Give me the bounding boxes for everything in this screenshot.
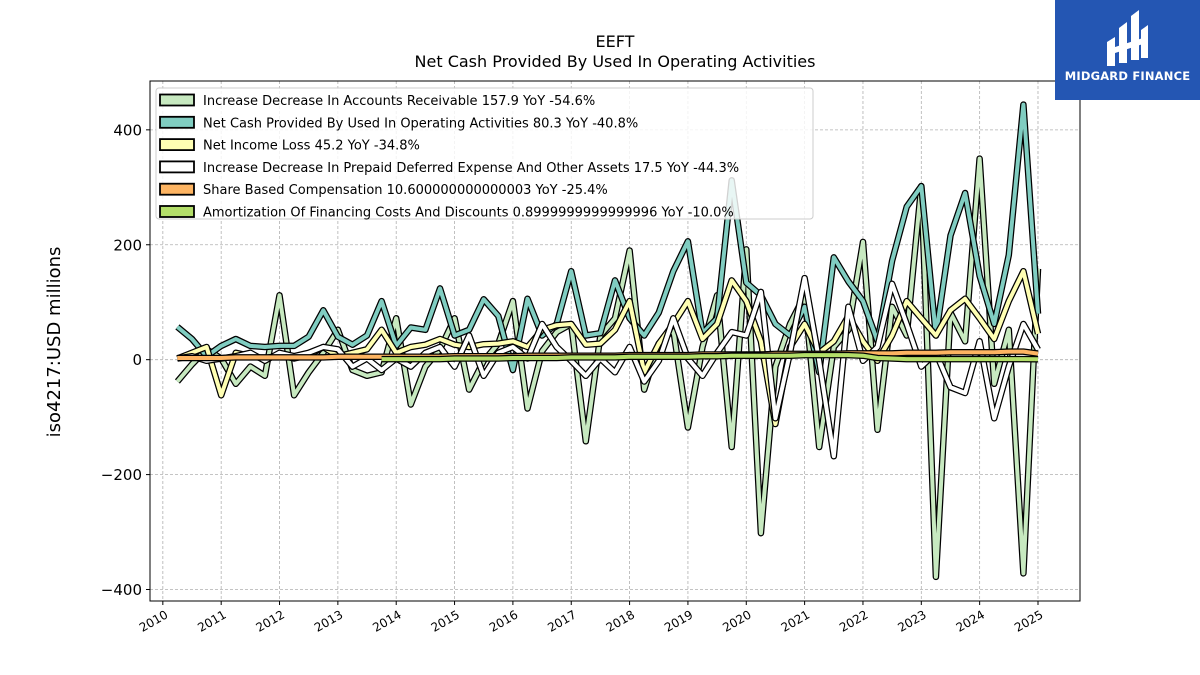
- legend-entry: Net Cash Provided By Used In Operating A…: [203, 116, 638, 131]
- legend-entry: Increase Decrease In Accounts Receivable…: [203, 94, 595, 109]
- plot-frame: [149, 80, 1081, 602]
- y-axis-ticks: −400 −200 0 200 400: [101, 121, 150, 599]
- legend-swatch: [159, 182, 195, 196]
- y-tick-label: 200: [113, 236, 142, 254]
- legend-entry: Net Income Loss 45.2 YoY -34.8%: [203, 139, 420, 154]
- x-tick-label: 2019: [662, 607, 695, 634]
- x-tick-label: 2014: [370, 607, 403, 634]
- x-tick-label: 2013: [312, 607, 345, 634]
- x-tick-label: 2016: [487, 607, 520, 634]
- x-tick-label: 2010: [137, 607, 170, 634]
- x-tick-label: 2021: [779, 607, 812, 634]
- legend-swatch: [159, 138, 195, 152]
- y-tick-label: 0: [132, 351, 142, 369]
- legend-swatch: [159, 115, 195, 129]
- x-tick-label: 2012: [254, 607, 287, 634]
- midgard-logo-icon: [1107, 10, 1148, 66]
- series-layer: [174, 101, 1042, 581]
- x-tick-label: 2018: [604, 607, 637, 634]
- x-tick-label: 2025: [1012, 607, 1045, 634]
- x-tick-label: 2017: [545, 607, 578, 634]
- brand-logo: MIDGARD FINANCE: [1055, 0, 1200, 100]
- y-tick-label: −400: [101, 581, 142, 599]
- legend-entry: Increase Decrease In Prepaid Deferred Ex…: [203, 161, 739, 176]
- legend-entry: Amortization Of Financing Costs And Disc…: [203, 206, 734, 221]
- legend-swatch: [159, 160, 195, 174]
- series-line-3: [177, 276, 1040, 459]
- x-axis-ticks: 2010 2011 2012 2013 2014 2015 2016 2017 2018 2019…: [137, 601, 1045, 635]
- y-axis-label: iso4217:USD millions: [44, 247, 65, 438]
- legend-swatch: [159, 93, 195, 107]
- x-tick-label: 2011: [195, 607, 228, 634]
- y-tick-label: 400: [113, 121, 142, 139]
- legend: Increase Decrease In Accounts Receivable…: [155, 87, 814, 221]
- brand-name: MIDGARD FINANCE: [1064, 69, 1191, 83]
- series-line-1: [176, 102, 1040, 375]
- x-tick-label: 2024: [954, 607, 987, 634]
- x-tick-label: 2020: [720, 607, 753, 634]
- chart-subtitle: Net Cash Provided By Used In Operating A…: [415, 52, 816, 71]
- legend-swatch: [159, 205, 195, 218]
- x-tick-label: 2015: [429, 607, 462, 634]
- series-line-5: [381, 353, 1039, 362]
- legend-entry: Share Based Compensation 10.600000000000…: [203, 183, 608, 198]
- x-tick-label: 2022: [837, 607, 870, 634]
- legend-box: [155, 87, 814, 220]
- x-tick-label: 2023: [895, 607, 928, 634]
- chart-title: EEFT: [596, 32, 635, 51]
- y-tick-label: −200: [101, 466, 142, 484]
